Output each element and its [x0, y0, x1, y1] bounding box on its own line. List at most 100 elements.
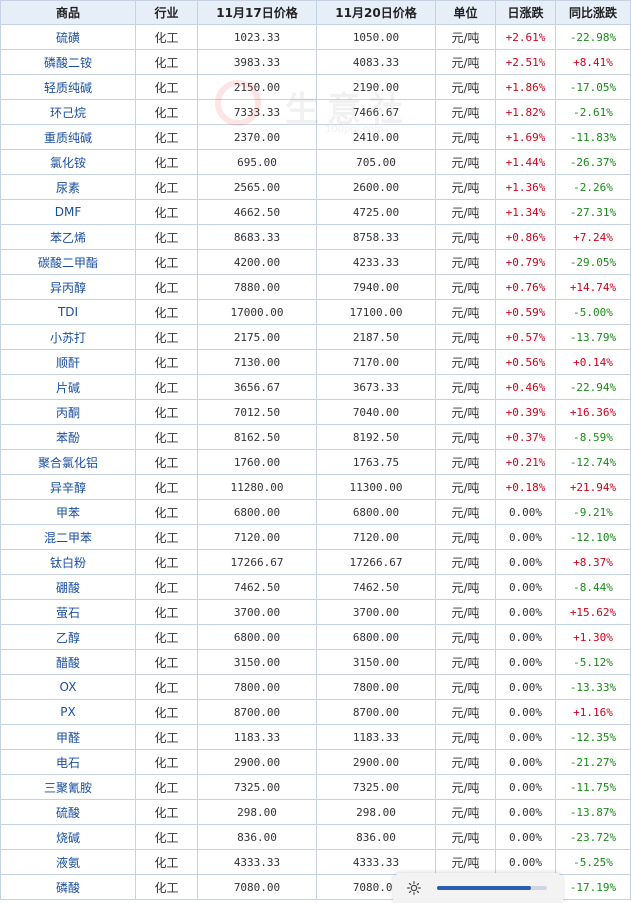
- daily-change-cell: 0.00%: [495, 824, 556, 850]
- unit-cell: 元/吨: [435, 324, 496, 350]
- table-row: 甲苯 化工 6800.00 6800.00 元/吨 0.00% -9.21%: [0, 499, 631, 525]
- commodity-cell[interactable]: 萤石: [0, 599, 136, 625]
- industry-cell: 化工: [135, 99, 198, 125]
- price-nov20-cell: 8758.33: [316, 224, 436, 250]
- daily-change-cell: 0.00%: [495, 574, 556, 600]
- daily-change-cell: +1.82%: [495, 99, 556, 125]
- commodity-cell[interactable]: 甲苯: [0, 499, 136, 525]
- price-nov17-cell: 6800.00: [197, 499, 317, 525]
- yoy-change-cell: -11.83%: [555, 124, 631, 150]
- commodity-cell[interactable]: 磷酸: [0, 874, 136, 900]
- commodity-cell[interactable]: OX: [0, 674, 136, 700]
- price-nov17-cell: 7012.50: [197, 399, 317, 425]
- daily-change-cell: +0.86%: [495, 224, 556, 250]
- daily-change-cell: +0.39%: [495, 399, 556, 425]
- commodity-cell[interactable]: TDI: [0, 299, 136, 325]
- yoy-change-cell: -12.10%: [555, 524, 631, 550]
- table-row: 乙醇 化工 6800.00 6800.00 元/吨 0.00% +1.30%: [0, 624, 631, 650]
- commodity-cell[interactable]: 苯乙烯: [0, 224, 136, 250]
- price-nov20-cell: 1183.33: [316, 724, 436, 750]
- table-row: 硫磺 化工 1023.33 1050.00 元/吨 +2.61% -22.98%: [0, 24, 631, 50]
- price-nov20-cell: 1050.00: [316, 24, 436, 50]
- commodity-cell[interactable]: 液氨: [0, 849, 136, 875]
- commodity-cell[interactable]: DMF: [0, 199, 136, 225]
- table-row: 醋酸 化工 3150.00 3150.00 元/吨 0.00% -5.12%: [0, 649, 631, 675]
- industry-cell: 化工: [135, 499, 198, 525]
- commodity-cell[interactable]: PX: [0, 699, 136, 725]
- unit-cell: 元/吨: [435, 749, 496, 775]
- price-nov17-cell: 8700.00: [197, 699, 317, 725]
- commodity-cell[interactable]: 乙醇: [0, 624, 136, 650]
- commodity-cell[interactable]: 尿素: [0, 174, 136, 200]
- industry-cell: 化工: [135, 599, 198, 625]
- commodity-cell[interactable]: 丙酮: [0, 399, 136, 425]
- yoy-change-cell: +16.36%: [555, 399, 631, 425]
- header-daily-change: 日涨跌: [495, 0, 556, 25]
- commodity-cell[interactable]: 硼酸: [0, 574, 136, 600]
- unit-cell: 元/吨: [435, 424, 496, 450]
- industry-cell: 化工: [135, 199, 198, 225]
- table-row: 重质纯碱 化工 2370.00 2410.00 元/吨 +1.69% -11.83%: [0, 124, 631, 150]
- price-nov17-cell: 17000.00: [197, 299, 317, 325]
- yoy-change-cell: +1.30%: [555, 624, 631, 650]
- price-nov20-cell: 3673.33: [316, 374, 436, 400]
- table-row: 烧碱 化工 836.00 836.00 元/吨 0.00% -23.72%: [0, 824, 631, 850]
- price-nov20-cell: 7325.00: [316, 774, 436, 800]
- industry-cell: 化工: [135, 874, 198, 900]
- price-nov20-cell: 7120.00: [316, 524, 436, 550]
- commodity-cell[interactable]: 碳酸二甲酯: [0, 249, 136, 275]
- yoy-change-cell: -17.19%: [555, 874, 631, 900]
- daily-change-cell: +0.59%: [495, 299, 556, 325]
- table-row: DMF 化工 4662.50 4725.00 元/吨 +1.34% -27.31%: [0, 199, 631, 225]
- price-nov17-cell: 695.00: [197, 149, 317, 175]
- commodity-cell[interactable]: 醋酸: [0, 649, 136, 675]
- commodity-cell[interactable]: 三聚氰胺: [0, 774, 136, 800]
- commodity-cell[interactable]: 硫酸: [0, 799, 136, 825]
- commodity-cell[interactable]: 异丙醇: [0, 274, 136, 300]
- price-nov20-cell: 8192.50: [316, 424, 436, 450]
- industry-cell: 化工: [135, 224, 198, 250]
- commodity-cell[interactable]: 电石: [0, 749, 136, 775]
- daily-change-cell: 0.00%: [495, 799, 556, 825]
- commodity-cell[interactable]: 轻质纯碱: [0, 74, 136, 100]
- brightness-slider[interactable]: [437, 886, 547, 890]
- industry-cell: 化工: [135, 24, 198, 50]
- price-nov20-cell: 17100.00: [316, 299, 436, 325]
- price-nov17-cell: 7800.00: [197, 674, 317, 700]
- commodity-cell[interactable]: 甲醛: [0, 724, 136, 750]
- commodity-cell[interactable]: 环己烷: [0, 99, 136, 125]
- price-nov20-cell: 4725.00: [316, 199, 436, 225]
- price-nov20-cell: 836.00: [316, 824, 436, 850]
- industry-cell: 化工: [135, 249, 198, 275]
- commodity-cell[interactable]: 聚合氯化铝: [0, 449, 136, 475]
- yoy-change-cell: -2.61%: [555, 99, 631, 125]
- table-row: 硫酸 化工 298.00 298.00 元/吨 0.00% -13.87%: [0, 799, 631, 825]
- price-nov17-cell: 836.00: [197, 824, 317, 850]
- daily-change-cell: 0.00%: [495, 599, 556, 625]
- commodity-cell[interactable]: 钛白粉: [0, 549, 136, 575]
- commodity-cell[interactable]: 片碱: [0, 374, 136, 400]
- yoy-change-cell: +1.16%: [555, 699, 631, 725]
- commodity-cell[interactable]: 重质纯碱: [0, 124, 136, 150]
- price-nov20-cell: 3700.00: [316, 599, 436, 625]
- commodity-cell[interactable]: 氯化铵: [0, 149, 136, 175]
- daily-change-cell: +0.37%: [495, 424, 556, 450]
- price-nov20-cell: 7170.00: [316, 349, 436, 375]
- commodity-cell[interactable]: 异辛醇: [0, 474, 136, 500]
- price-nov20-cell: 705.00: [316, 149, 436, 175]
- commodity-cell[interactable]: 混二甲苯: [0, 524, 136, 550]
- commodity-cell[interactable]: 硫磺: [0, 24, 136, 50]
- commodity-cell[interactable]: 顺酐: [0, 349, 136, 375]
- commodity-cell[interactable]: 烧碱: [0, 824, 136, 850]
- price-nov17-cell: 3983.33: [197, 49, 317, 75]
- price-nov20-cell: 11300.00: [316, 474, 436, 500]
- commodity-cell[interactable]: 苯酚: [0, 424, 136, 450]
- unit-cell: 元/吨: [435, 649, 496, 675]
- price-nov20-cell: 7462.50: [316, 574, 436, 600]
- price-nov20-cell: 4083.33: [316, 49, 436, 75]
- commodity-cell[interactable]: 磷酸二铵: [0, 49, 136, 75]
- industry-cell: 化工: [135, 349, 198, 375]
- yoy-change-cell: -9.21%: [555, 499, 631, 525]
- commodity-cell[interactable]: 小苏打: [0, 324, 136, 350]
- price-nov17-cell: 7462.50: [197, 574, 317, 600]
